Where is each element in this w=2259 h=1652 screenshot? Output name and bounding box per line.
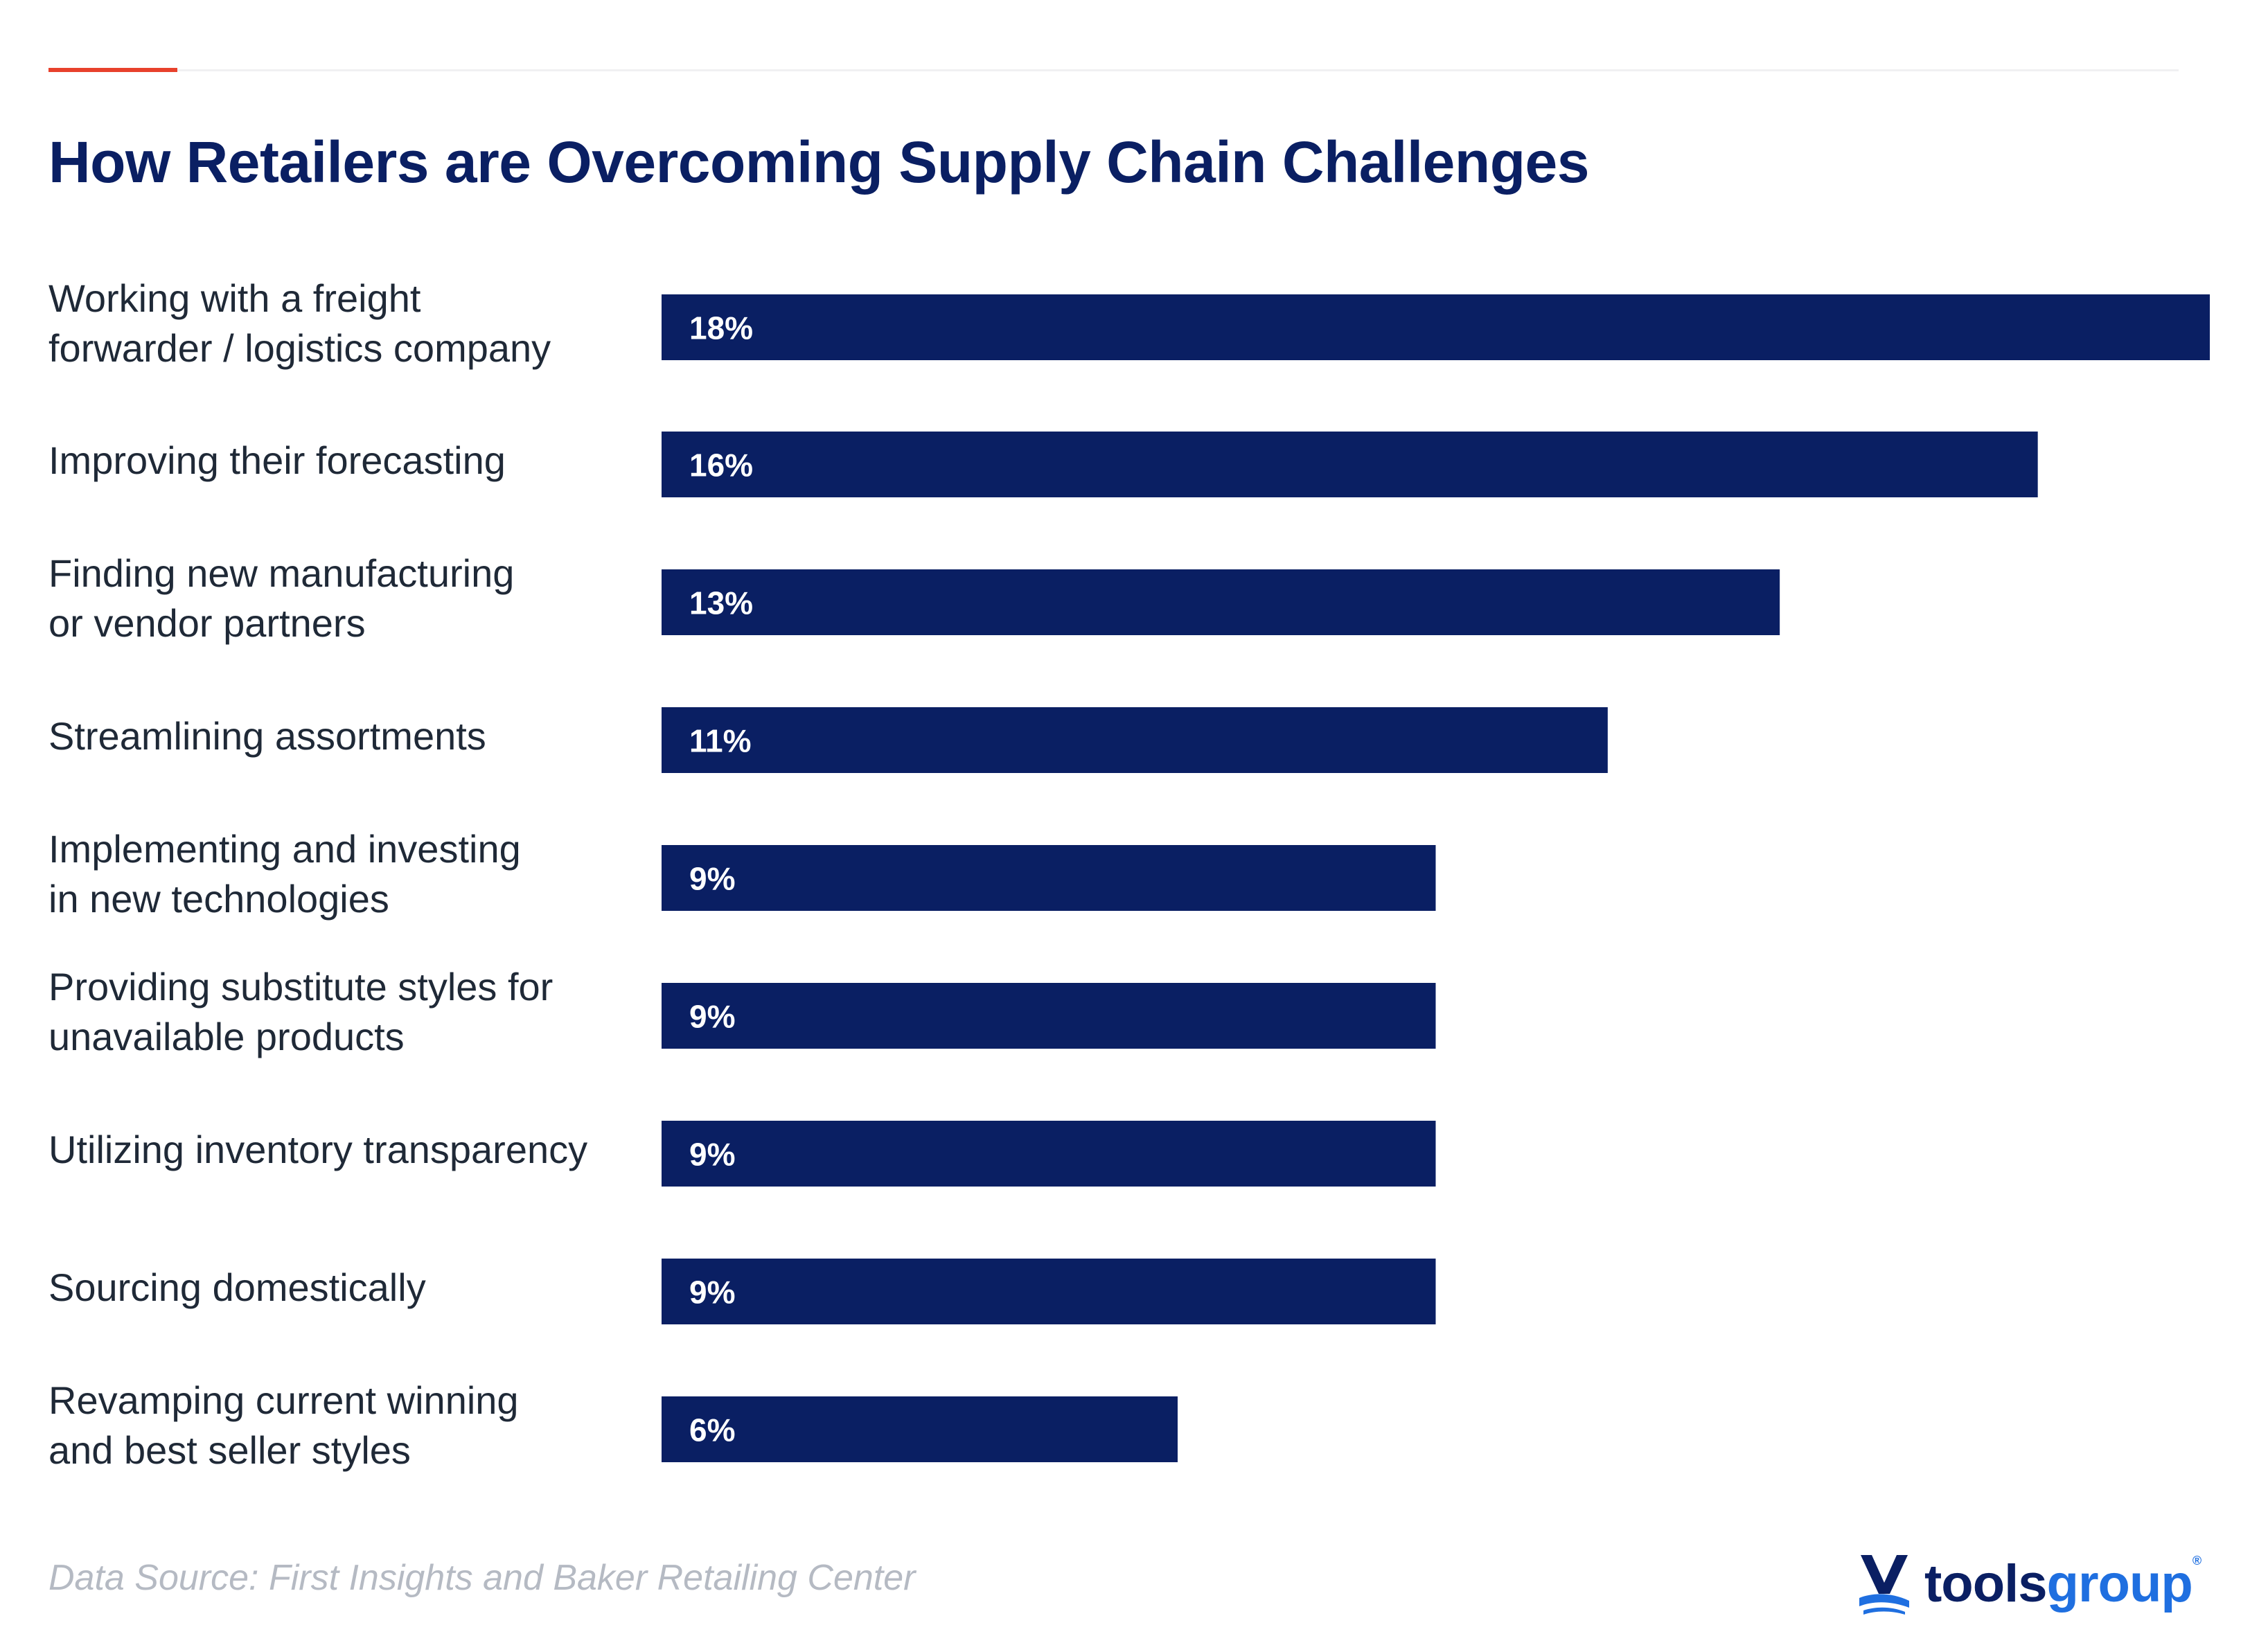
logo-wordmark: toolsgroup® (1924, 1553, 2202, 1614)
toolsgroup-logo: toolsgroup® (1857, 1549, 2202, 1618)
bar-value-label: 9% (689, 1274, 735, 1311)
accent-line (48, 68, 177, 72)
category-label: Providing substitute styles for unavaila… (48, 964, 553, 1058)
bar-value-label: 6% (689, 1412, 735, 1448)
bar (662, 983, 1436, 1049)
bar (662, 569, 1780, 635)
logo-tools: tools (1924, 1554, 2048, 1613)
bar (662, 432, 2038, 497)
category-label: Utilizing inventory transparency (48, 1127, 588, 1171)
bar-value-label: 9% (689, 999, 735, 1035)
bar (662, 845, 1436, 911)
bar-value-label: 13% (689, 585, 753, 621)
bar (662, 294, 2210, 360)
category-label: Improving their forecasting (48, 438, 506, 482)
bar-value-label: 11% (689, 723, 752, 759)
category-label: Implementing and investing in new techno… (48, 826, 521, 921)
bar-value-label: 18% (689, 310, 753, 346)
logo-group: group (2046, 1554, 2193, 1613)
toolsgroup-logo-icon (1859, 1555, 1909, 1615)
top-divider (48, 69, 2179, 71)
data-source: Data Source: First Insights and Baker Re… (48, 1558, 916, 1598)
category-label: Streamlining assortments (48, 713, 486, 758)
bar-value-label: 9% (689, 861, 735, 897)
category-label: Sourcing domestically (48, 1265, 426, 1309)
chart-title: How Retailers are Overcoming Supply Chai… (48, 130, 1589, 195)
bar (662, 707, 1608, 773)
bar (662, 1121, 1436, 1187)
registered-mark: ® (2192, 1553, 2202, 1567)
category-label: Working with a freight forwarder / logis… (48, 276, 551, 370)
category-label: Revamping current winning and best selle… (48, 1378, 519, 1472)
category-label: Finding new manufacturing or vendor part… (48, 551, 515, 645)
bar (662, 1396, 1178, 1462)
bar-value-label: 16% (689, 447, 753, 483)
bar-value-label: 9% (689, 1137, 735, 1173)
bar (662, 1259, 1436, 1324)
